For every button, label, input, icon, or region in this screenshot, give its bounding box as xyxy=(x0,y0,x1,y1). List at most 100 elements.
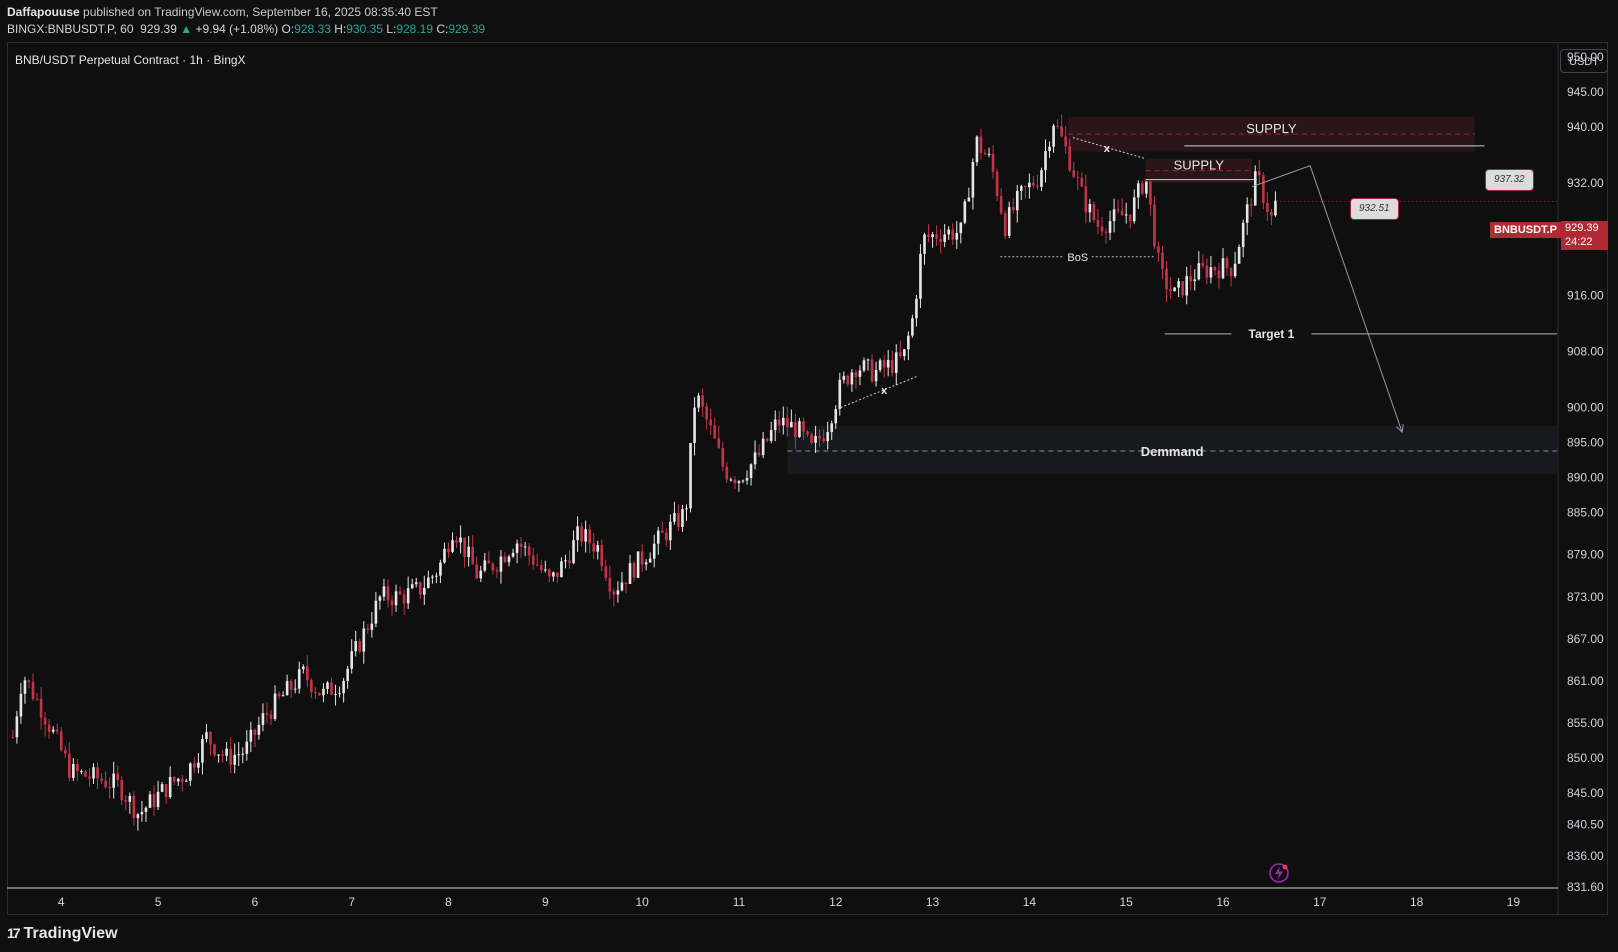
candle-body xyxy=(63,749,67,754)
candle-body xyxy=(576,526,579,541)
candles-layer xyxy=(11,114,1277,831)
y-tick-label: 900.00 xyxy=(1567,401,1604,415)
candle-body xyxy=(51,729,55,732)
candle-body xyxy=(886,359,890,368)
candle-body xyxy=(1060,126,1063,137)
candle-body xyxy=(677,513,680,527)
candle-body xyxy=(1229,268,1233,277)
publish-text: published on TradingView.com, September … xyxy=(83,5,438,19)
candle-body xyxy=(467,546,470,558)
x-tick-label: 19 xyxy=(1507,895,1521,909)
candle-body xyxy=(556,572,559,578)
candle-body xyxy=(947,229,951,235)
tradingview-logo[interactable]: 17 TradingView xyxy=(7,925,118,943)
candle-body xyxy=(834,409,838,424)
candle-body xyxy=(390,600,394,606)
candle-body xyxy=(1149,181,1152,205)
candle-body xyxy=(777,419,781,426)
candle-body xyxy=(1141,183,1144,194)
candle-body xyxy=(257,724,261,735)
candle-body xyxy=(144,807,148,812)
y-tick-label: 836.00 xyxy=(1567,849,1604,863)
zone-label: SUPPLY xyxy=(1174,158,1225,173)
candle-body xyxy=(1253,171,1257,206)
candle-body xyxy=(451,540,454,552)
candle-body xyxy=(1177,281,1180,288)
x-tick-label: 5 xyxy=(155,895,162,909)
candle-body xyxy=(11,736,15,738)
candle-body xyxy=(459,537,462,543)
candle-body xyxy=(80,771,83,773)
swing-marker: x xyxy=(881,385,888,397)
candle-body xyxy=(894,352,898,373)
candle-body xyxy=(281,695,285,697)
high-label: H: xyxy=(334,22,347,36)
candle-body xyxy=(636,551,640,578)
last-price: 929.39 xyxy=(140,22,177,36)
candle-body xyxy=(197,762,200,768)
candle-body xyxy=(741,480,745,482)
candle-body xyxy=(1165,268,1168,290)
candle-body xyxy=(225,748,228,756)
candle-body xyxy=(1124,214,1128,216)
candle-body xyxy=(552,572,555,577)
flash-icon[interactable] xyxy=(1268,862,1290,884)
candle-body xyxy=(1088,203,1092,213)
candle-body xyxy=(156,791,160,808)
candle-body xyxy=(96,767,99,779)
currency-button[interactable]: USDT xyxy=(1560,49,1608,73)
candle-body xyxy=(822,438,825,442)
candle-body xyxy=(951,229,955,240)
x-tick-label: 12 xyxy=(829,895,843,909)
candle-body xyxy=(648,558,652,563)
x-tick-label: 17 xyxy=(1313,895,1327,909)
candle-body xyxy=(277,693,281,697)
price-bubble-supply-lower[interactable]: 932.51 xyxy=(1350,198,1399,220)
swing-arrow xyxy=(840,375,919,408)
x-tick-label: 18 xyxy=(1410,895,1424,909)
candle-body xyxy=(878,360,882,370)
candle-body xyxy=(729,479,733,481)
candle-body xyxy=(39,698,43,718)
candle-body xyxy=(717,438,721,448)
candle-body xyxy=(120,779,124,801)
candle-body xyxy=(1007,207,1011,236)
low-label: L: xyxy=(386,22,397,36)
author-name[interactable]: Daffapouuse xyxy=(7,5,80,19)
y-tick-label: 916.00 xyxy=(1567,288,1604,302)
candle-body xyxy=(511,552,515,557)
candle-body xyxy=(999,196,1003,214)
candle-body xyxy=(1040,170,1043,187)
candle-body xyxy=(1015,190,1019,211)
y-tick-label: 861.00 xyxy=(1567,674,1604,688)
candle-body xyxy=(1245,204,1249,223)
candle-body xyxy=(802,421,805,432)
tradingview-logo-text: TradingView xyxy=(23,925,118,942)
candle-body xyxy=(673,513,676,522)
candle-body xyxy=(919,253,922,299)
candle-body xyxy=(749,464,753,478)
candle-body xyxy=(943,234,946,242)
candle-body xyxy=(1044,150,1047,171)
candle-body xyxy=(27,680,31,683)
candle-body xyxy=(1217,270,1221,279)
candle-body xyxy=(350,651,353,669)
annotation-labels-layer: SUPPLY SUPPLY Demmand Target 1 BoS x x xyxy=(881,121,1297,459)
x-tick-label: 13 xyxy=(926,895,940,909)
candle-body xyxy=(588,529,591,544)
candle-body xyxy=(1201,263,1205,266)
price-bubble-supply-upper[interactable]: 937.32 xyxy=(1485,169,1534,191)
candle-body xyxy=(431,576,434,578)
candle-body xyxy=(443,548,446,563)
candle-body xyxy=(669,521,672,541)
candle-body xyxy=(632,563,636,578)
candle-body xyxy=(640,551,644,565)
candle-body xyxy=(84,771,87,777)
candle-body xyxy=(830,423,834,433)
candle-body xyxy=(890,359,894,373)
candle-body xyxy=(1189,276,1193,282)
candle-body xyxy=(398,591,402,595)
candle-body xyxy=(745,477,749,481)
candle-body xyxy=(330,682,333,695)
